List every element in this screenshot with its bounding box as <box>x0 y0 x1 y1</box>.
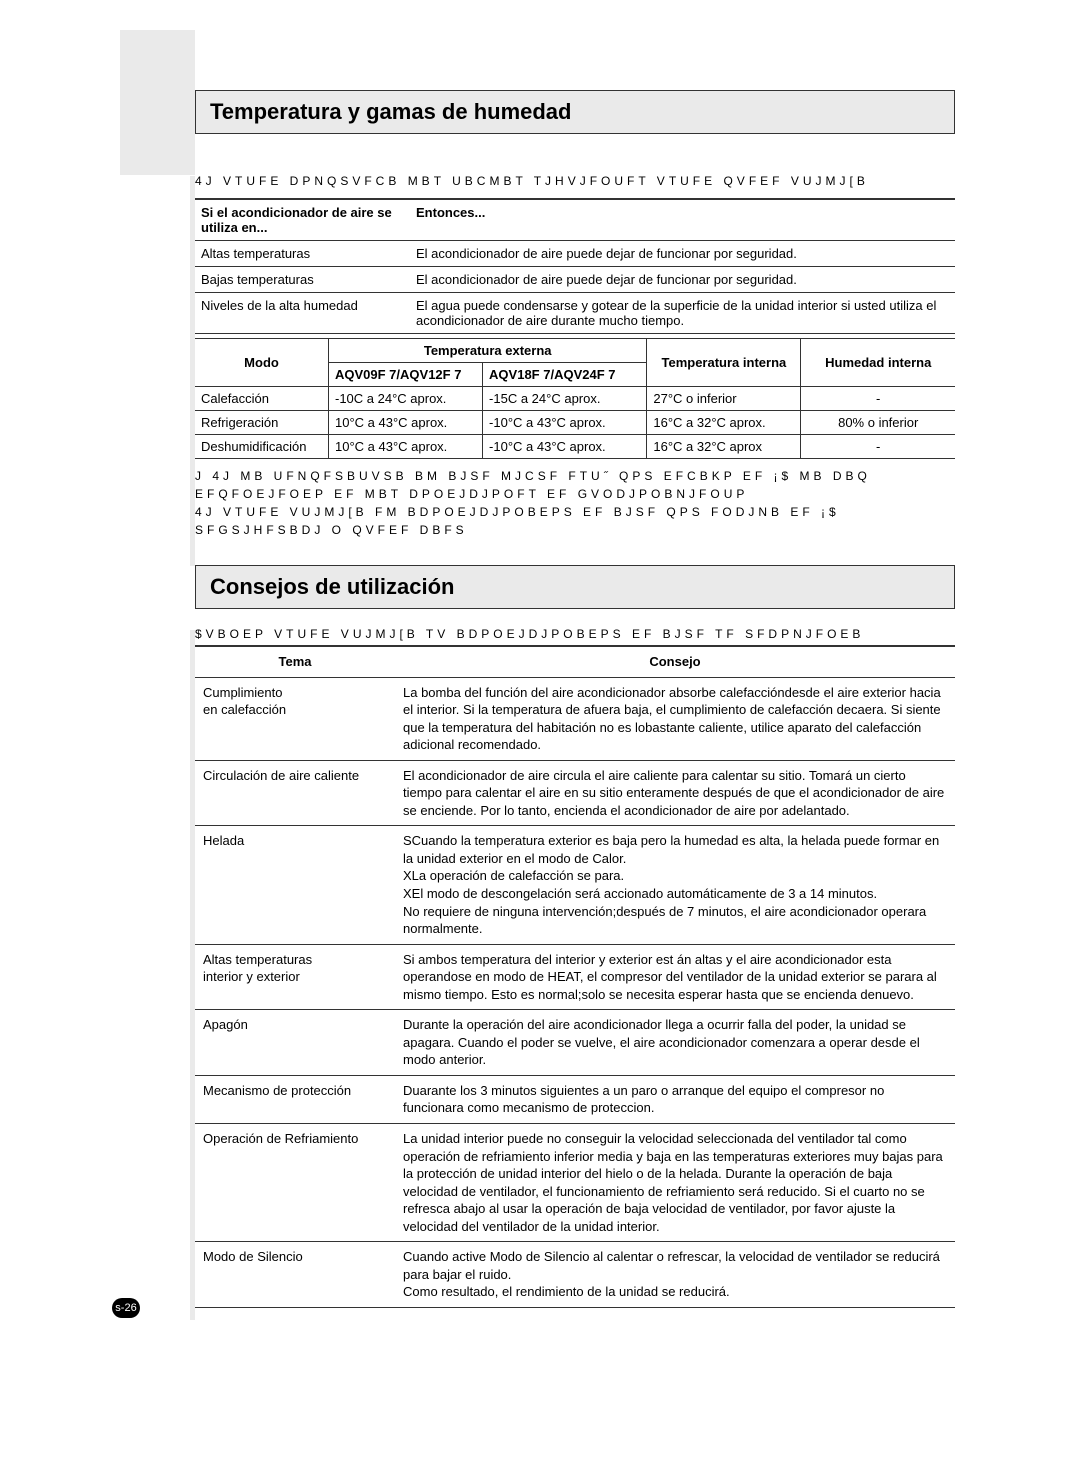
t2-r0-hum: - <box>801 387 955 411</box>
note-line-0: J 4J MB UFNQFSBUVSB BM BJSF MJCSF FTU˝ Q… <box>195 467 955 485</box>
t2-r1-hum: 80% o inferior <box>801 411 955 435</box>
t2-r2-a: 10°C a 43°C aprox. <box>329 435 483 459</box>
page-content: Temperatura y gamas de humedad 4J VTUFE … <box>195 30 955 1312</box>
left-sidebar-block <box>120 30 195 175</box>
t3-r7-topic: Modo de Silencio <box>195 1242 395 1308</box>
note-line-3: SFGSJHFSBDJ O QVFEF DBFS <box>195 521 955 539</box>
t2-h-ext-a: AQV09F 7/AQV12F 7 <box>329 363 483 387</box>
t1-header-condition: Si el acondicionador de aire se utiliza … <box>195 199 410 241</box>
t3-r5-topic: Mecanismo de protección <box>195 1075 395 1123</box>
section-1-note: J 4J MB UFNQFSBUVSB BM BJSF MJCSF FTU˝ Q… <box>195 467 955 539</box>
t3-r6-tip: La unidad interior puede no conseguir la… <box>395 1124 955 1242</box>
tips-table: Tema Consejo Cumplimiento en calefacción… <box>195 645 955 1308</box>
t2-r1-a: 10°C a 43°C aprox. <box>329 411 483 435</box>
t2-r1-b: -10°C a 43°C aprox. <box>483 411 647 435</box>
t2-r0-int: 27°C o inferior <box>647 387 801 411</box>
t2-r0-a: -10C a 24°C aprox. <box>329 387 483 411</box>
t3-r2-tip: SCuando la temperatura exterior es baja … <box>395 826 955 944</box>
t1-r1-t: El acondicionador de aire puede dejar de… <box>410 267 955 293</box>
t3-r6-topic: Operación de Refriamiento <box>195 1124 395 1242</box>
t2-r0-b: -15C a 24°C aprox. <box>483 387 647 411</box>
t2-r2-hum: - <box>801 435 955 459</box>
t3-r1-topic: Circulación de aire caliente <box>195 760 395 826</box>
page-number-badge: s-26 <box>112 1298 140 1318</box>
t2-r2-mode: Deshumidificación <box>195 435 329 459</box>
t2-r1-mode: Refrigeración <box>195 411 329 435</box>
t2-r0-mode: Calefacción <box>195 387 329 411</box>
t1-r0-c: Altas temperaturas <box>195 241 410 267</box>
section-2-caption: $VBOEP VTUFE VUJMJ[B TV BDPOEJDJPOBEPS E… <box>195 627 955 641</box>
t3-r0-topic: Cumplimiento en calefacción <box>195 677 395 760</box>
t3-r4-topic: Apagón <box>195 1010 395 1076</box>
t2-h-ext-b: AQV18F 7/AQV24F 7 <box>483 363 647 387</box>
t1-r1-c: Bajas temperaturas <box>195 267 410 293</box>
note-line-1: EFQFOEJFOEP EF MBT DPOEJDJPOFT EF GVODJP… <box>195 485 955 503</box>
t2-h-ext: Temperatura externa <box>329 339 647 363</box>
section-1-caption: 4J VTUFE DPNQSVFCB MBT UBCMBT TJHVJFOUFT… <box>195 174 955 188</box>
t3-h-tip: Consejo <box>395 646 955 677</box>
conditions-table: Si el acondicionador de aire se utiliza … <box>195 198 955 334</box>
t2-r2-b: -10°C a 43°C aprox. <box>483 435 647 459</box>
modes-table: Modo Temperatura externa Temperatura int… <box>195 338 955 459</box>
t3-r7-tip: Cuando active Modo de Silencio al calent… <box>395 1242 955 1308</box>
t2-r2-int: 16°C a 32°C aprox <box>647 435 801 459</box>
note-line-2: 4J VTUFE VUJMJ[B FM BDPOEJDJPOBEPS EF BJ… <box>195 503 955 521</box>
section-1-title-box: Temperatura y gamas de humedad <box>195 90 955 134</box>
t3-r0-tip: La bomba del función del aire acondicion… <box>395 677 955 760</box>
t1-r0-t: El acondicionador de aire puede dejar de… <box>410 241 955 267</box>
t2-h-hum: Humedad interna <box>801 339 955 387</box>
t1-header-then: Entonces... <box>410 199 955 241</box>
t3-r2-topic: Helada <box>195 826 395 944</box>
section-2-title: Consejos de utilización <box>210 574 940 600</box>
t2-h-int: Temperatura interna <box>647 339 801 387</box>
section-2-title-box: Consejos de utilización <box>195 565 955 609</box>
t1-r2-t: El agua puede condensarse y gotear de la… <box>410 293 955 334</box>
t3-r5-tip: Duarante los 3 minutos siguientes a un p… <box>395 1075 955 1123</box>
t3-r3-topic: Altas temperaturas interior y exterior <box>195 944 395 1010</box>
t1-r2-c: Niveles de la alta humedad <box>195 293 410 334</box>
t2-h-mode: Modo <box>195 339 329 387</box>
t3-r3-tip: Si ambos temperatura del interior y exte… <box>395 944 955 1010</box>
t3-h-topic: Tema <box>195 646 395 677</box>
section-1-title: Temperatura y gamas de humedad <box>210 99 940 125</box>
t3-r1-tip: El acondicionador de aire circula el air… <box>395 760 955 826</box>
t3-r4-tip: Durante la operación del aire acondicion… <box>395 1010 955 1076</box>
t2-r1-int: 16°C a 32°C aprox. <box>647 411 801 435</box>
page-number: s-26 <box>115 1302 136 1314</box>
